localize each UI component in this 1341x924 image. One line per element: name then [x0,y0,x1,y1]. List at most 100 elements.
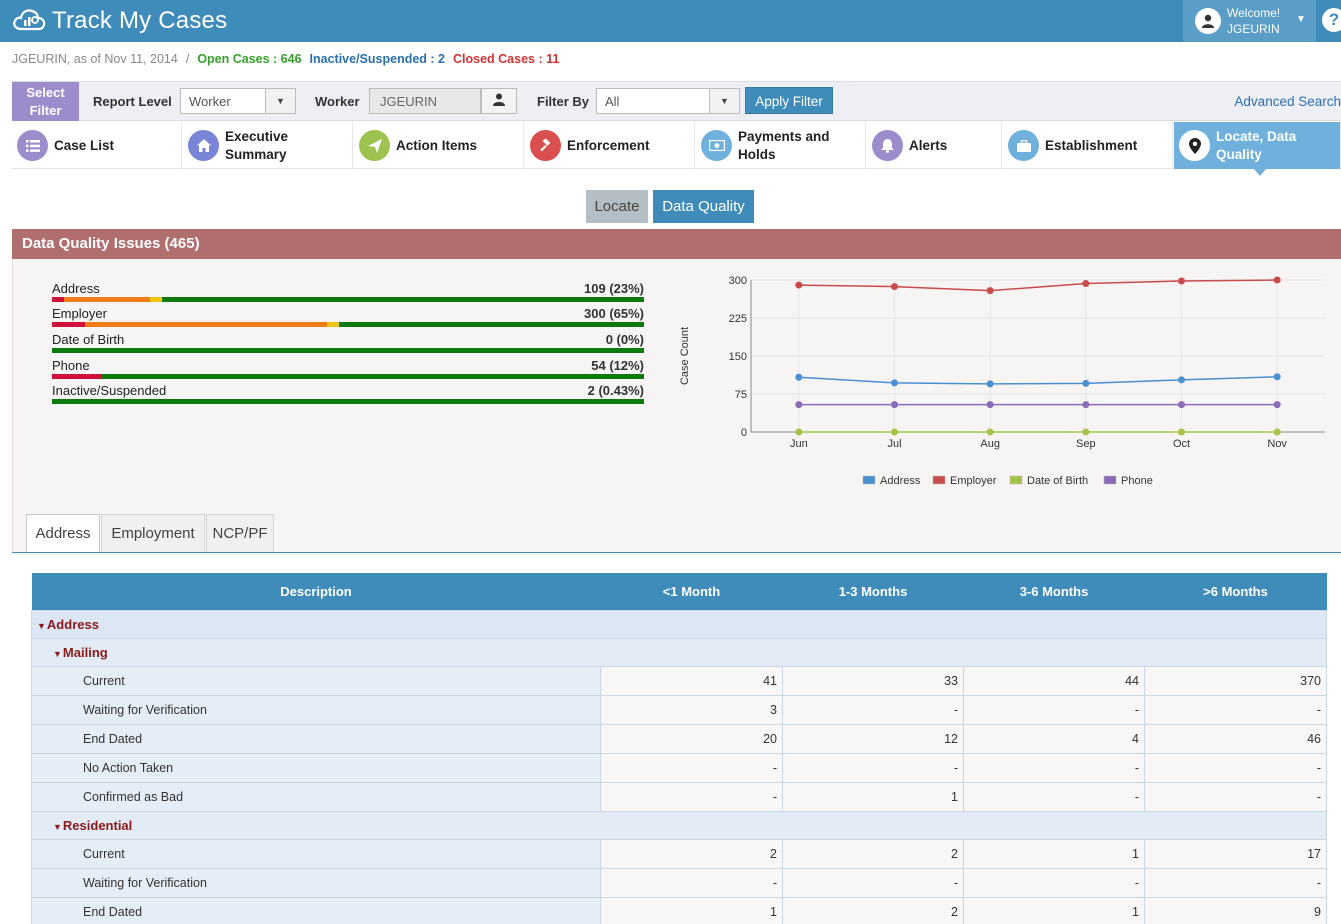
row-value[interactable]: - [963,867,1145,898]
chevron-down-icon: ▼ [1296,14,1306,25]
row-value[interactable]: - [1144,752,1327,783]
row-value[interactable]: 2 [782,838,964,869]
row-value[interactable]: 9 [1144,896,1327,924]
data-point [1082,379,1090,387]
tab-data-quality[interactable]: Data Quality [653,190,754,223]
cloud-logo-icon [12,5,48,36]
advanced-search-link[interactable]: Advanced Search [1234,94,1341,109]
filter-bar: Select Filter Report Level Worker ▼ Work… [12,81,1341,121]
data-point [891,379,898,387]
open-cases-link[interactable]: Open Cases : 646 [197,52,302,66]
report-level-select[interactable]: Worker ▼ [180,88,296,114]
home-icon [188,130,219,161]
issue-label: Employer [52,306,107,321]
app-brand[interactable]: Track My Cases [12,5,227,36]
nav-payments-and-holds[interactable]: Payments and Holds [696,122,866,169]
row-value[interactable]: 1 [600,896,783,924]
row-value[interactable]: 1 [782,781,964,812]
nav-action-items[interactable]: Action Items [354,122,524,169]
issue-bar-row[interactable]: Date of Birth 0 (0%) [52,332,644,356]
column-header[interactable]: Description [31,573,601,610]
x-tick-label: Jun [790,438,808,450]
row-value[interactable]: 2 [782,896,964,924]
row-value[interactable]: 4 [963,723,1145,754]
subgroup-row[interactable]: ▼Residential [31,810,1327,840]
collapse-icon[interactable]: ▼ [53,648,62,659]
tab-address[interactable]: Address [26,514,100,553]
data-point [795,401,803,409]
row-value[interactable]: 1 [963,838,1145,869]
group-row[interactable]: ▼Address [31,609,1327,639]
select-filter-button[interactable]: Select Filter [12,82,79,121]
data-point [891,401,898,409]
nav-enforcement[interactable]: Enforcement [525,122,695,169]
row-value[interactable]: - [1144,867,1327,898]
worker-input[interactable]: JGEURIN [369,88,481,114]
row-value[interactable]: 20 [600,723,783,754]
legend-label: Address [880,475,921,487]
user-menu[interactable]: Welcome! JGEURIN ▼ [1183,0,1316,42]
row-value[interactable]: - [600,867,783,898]
x-tick-label: Sep [1076,438,1096,450]
column-header[interactable]: <1 Month [600,573,783,610]
bar-segment [52,374,102,379]
filter-by-select[interactable]: All ▼ [596,88,740,114]
issue-bar-row[interactable]: Inactive/Suspended 2 (0.43%) [52,383,644,407]
tab-employment[interactable]: Employment [101,514,205,552]
row-value[interactable]: - [963,694,1145,725]
table-row: No Action Taken - - - - [31,752,1327,783]
row-value[interactable]: 46 [1144,723,1327,754]
issue-bar-row[interactable]: Phone 54 (12%) [52,358,644,382]
row-value[interactable]: - [963,781,1145,812]
row-value[interactable]: - [600,781,783,812]
tab-ncp-pf[interactable]: NCP/PF [206,514,274,552]
row-value[interactable]: 370 [1144,665,1327,696]
nav-executive-summary[interactable]: Executive Summary [183,122,353,169]
data-point [795,428,803,436]
row-value[interactable]: - [782,694,964,725]
nav-label: Payments and Holds [738,128,830,162]
row-value[interactable]: - [1144,694,1327,725]
nav-locate-data-quality[interactable]: Locate, Data Quality [1174,122,1341,176]
issue-bar-row[interactable]: Employer 300 (65%) [52,306,644,330]
closed-cases-link[interactable]: Closed Cases : 11 [453,52,560,66]
help-icon[interactable]: ? [1322,8,1341,32]
subgroup-row[interactable]: ▼Mailing [31,637,1327,667]
inactive-cases-link[interactable]: Inactive/Suspended : 2 [309,52,445,66]
data-quality-table: Description <1 Month 1-3 Months 3-6 Mont… [31,573,1327,924]
row-value[interactable]: 44 [963,665,1145,696]
nav-case-list[interactable]: Case List [12,122,182,169]
row-value[interactable]: 3 [600,694,783,725]
column-header[interactable]: 1-3 Months [782,573,964,610]
data-point [891,428,898,436]
row-value[interactable]: - [1144,781,1327,812]
row-value[interactable]: - [782,867,964,898]
row-value[interactable]: 1 [963,896,1145,924]
row-value[interactable]: 41 [600,665,783,696]
nav-alerts[interactable]: Alerts [867,122,1002,169]
row-value[interactable]: 17 [1144,838,1327,869]
issue-bar-row[interactable]: Address 109 (23%) [52,281,644,305]
row-value[interactable]: 12 [782,723,964,754]
collapse-icon[interactable]: ▼ [53,821,62,832]
legend-label: Employer [950,475,997,487]
row-value[interactable]: - [963,752,1145,783]
tab-underline [12,552,1341,553]
table-row: Waiting for Verification 3- - - [31,694,1327,725]
row-value[interactable]: 2 [600,838,783,869]
data-point [1273,276,1281,284]
column-header[interactable]: >6 Months [1144,573,1327,610]
bar-segment [63,297,150,302]
case-count-chart: 0 75 150 225 300 Jun Jul Aug Sep Oct Nov Case Count… [679,275,1325,487]
issue-value: 0 (0%) [605,332,644,347]
nav-establishment[interactable]: Establishment [1003,122,1173,169]
nav-label: Alerts [909,137,948,153]
apply-filter-button[interactable]: Apply Filter [745,87,833,114]
row-value[interactable]: - [600,752,783,783]
row-value[interactable]: - [782,752,964,783]
tab-locate[interactable]: Locate [586,190,648,223]
worker-lookup-button[interactable] [481,88,517,114]
collapse-icon[interactable]: ▼ [37,620,46,631]
row-value[interactable]: 33 [782,665,964,696]
column-header[interactable]: 3-6 Months [963,573,1145,610]
